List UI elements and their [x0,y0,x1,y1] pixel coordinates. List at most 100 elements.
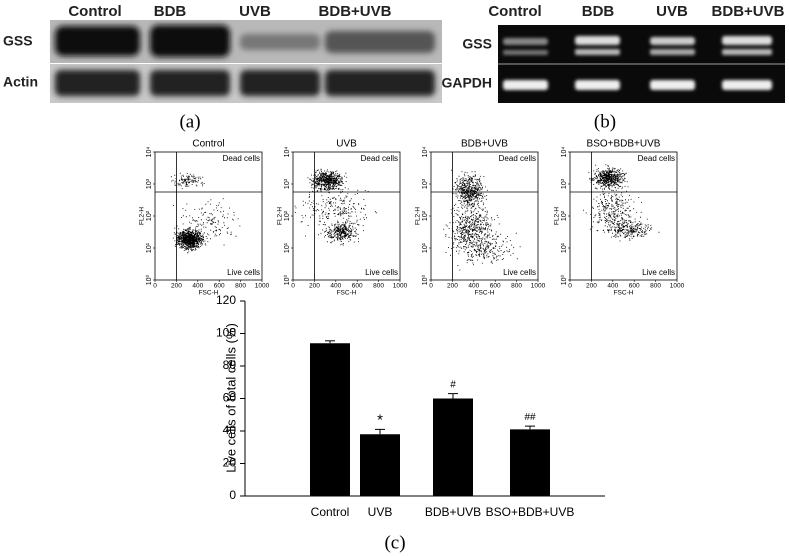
x-tick-label: 600 [214,283,225,290]
y-tick-label: 10³ [146,178,153,189]
column-label: UVB [656,3,688,20]
y-tick-label: 10⁰ [283,275,291,286]
column-label: UVB [239,3,271,20]
flow-frame [569,151,678,281]
x-tick-label: 1000 [670,283,685,290]
x-tick-label: 1000 [393,283,408,290]
y-axis-label: FL2-H [554,207,561,225]
x-tick-label: 400 [330,283,341,290]
bar [360,434,400,496]
x-tick-label: 0 [153,283,157,290]
flow-frame [292,151,401,281]
panel-label: (c) [384,532,405,553]
x-axis-label: FSC-H [337,290,357,297]
column-label: BDB+UVB [319,3,392,20]
quadrant-label: Live cells [503,268,536,277]
quadrant-label: Dead cells [638,154,675,163]
flow-title: UVB [336,139,357,150]
y-axis-label: FL2-H [277,207,284,225]
x-tick-label: UVB [368,505,393,519]
flow-title: BDB+UVB [461,139,508,150]
x-axis-label: FSC-H [475,290,495,297]
x-axis-label: FSC-H [614,290,634,297]
y-tick-label: 10² [561,210,568,221]
x-axis-label: FSC-H [199,290,219,297]
row-label: Actin [3,74,38,90]
x-tick-label: 400 [607,283,618,290]
y-tick-label: 10³ [561,178,568,189]
flow-frame [154,151,263,281]
flow-events [443,169,521,271]
flow-events [583,164,660,242]
y-tick-label: 10² [146,210,153,221]
y-tick-label: 10¹ [146,242,153,253]
quadrant-label: Live cells [365,268,398,277]
x-tick-label: 800 [235,283,246,290]
x-tick-label: 800 [373,283,384,290]
x-tick-label: BDB+UVB [425,505,481,519]
column-label: BDB [582,3,615,20]
row-label: GSS [3,33,33,49]
x-tick-label: 0 [568,283,572,290]
x-tick-label: Control [311,505,350,519]
y-tick-label: 10⁰ [560,275,568,286]
x-tick-label: 600 [629,283,640,290]
flow-frame [430,151,539,281]
y-tick-label: 10⁴ [422,147,429,158]
panel-label: (b) [594,111,616,132]
y-tick-label: 10¹ [561,242,568,253]
x-tick-label: 0 [429,283,433,290]
bar [433,398,473,496]
y-axis-label: Live cells of total cells (%) [223,323,238,473]
x-tick-label: 0 [291,283,295,290]
y-tick-label: 10² [284,210,291,221]
bar [310,343,350,496]
row-label: GAPDH [441,75,492,91]
x-tick-label: 600 [352,283,363,290]
x-tick-label: 200 [586,283,597,290]
x-tick-label: 1000 [531,283,546,290]
quadrant-label: Dead cells [361,154,398,163]
y-tick-label: 10² [422,210,429,221]
quadrant-label: Dead cells [499,154,536,163]
significance-mark: ## [524,412,536,423]
y-tick-label: 10⁰ [145,275,153,286]
y-tick-label: 20 [223,456,237,470]
y-tick-label: 10⁴ [561,147,568,158]
panel-label: (a) [179,111,200,132]
y-tick-label: 40 [223,423,237,437]
flow-title: Control [192,139,224,150]
y-tick-label: 10¹ [422,242,429,253]
significance-mark: * [377,411,383,428]
column-label: BDB+UVB [712,3,785,20]
gel-bands [503,36,772,90]
y-tick-label: 80 [223,358,237,372]
y-tick-label: 60 [223,391,237,405]
flow-events [294,168,378,246]
y-tick-label: 100 [216,326,236,340]
x-tick-label: 200 [309,283,320,290]
x-tick-label: 800 [650,283,661,290]
y-tick-label: 10⁴ [284,147,291,158]
y-tick-label: 120 [216,293,236,307]
column-label: Control [68,3,121,20]
y-axis-label: FL2-H [139,207,146,225]
y-tick-label: 10³ [284,178,291,189]
x-tick-label: BSO+BDB+UVB [486,505,575,519]
x-tick-label: 400 [468,283,479,290]
x-tick-label: 1000 [255,283,270,290]
column-label: BDB [154,3,187,20]
significance-mark: # [450,379,456,390]
x-tick-label: 600 [490,283,501,290]
x-tick-label: 200 [447,283,458,290]
quadrant-label: Dead cells [223,154,260,163]
flow-title: BSO+BDB+UVB [587,139,661,150]
y-axis-label: FL2-H [415,207,422,225]
blot-bands [55,25,435,96]
y-tick-label: 0 [229,488,236,502]
bar [510,429,550,496]
row-label: GSS [462,36,492,52]
y-tick-label: 10⁰ [421,275,429,286]
y-tick-label: 10¹ [284,242,291,253]
